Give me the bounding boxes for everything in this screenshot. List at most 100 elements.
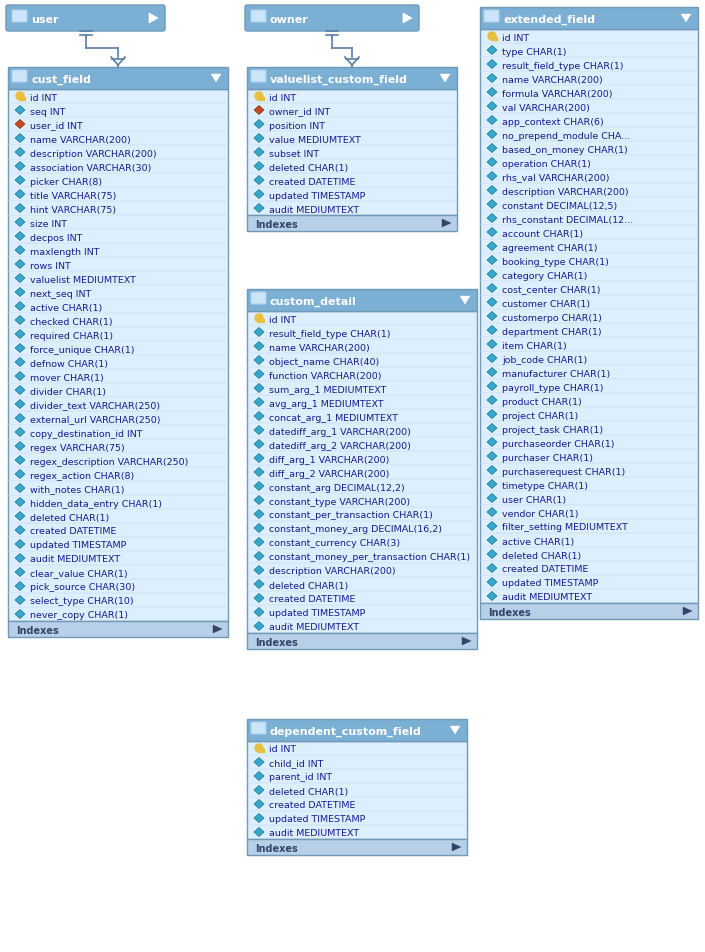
Text: parent_id INT: parent_id INT: [269, 773, 332, 782]
Text: dependent_custom_field: dependent_custom_field: [270, 726, 422, 736]
Bar: [247, 289, 477, 311]
Polygon shape: [15, 302, 25, 311]
Polygon shape: [452, 843, 461, 851]
Text: avg_arg_1 MEDIUMTEXT: avg_arg_1 MEDIUMTEXT: [269, 399, 384, 408]
Text: customer CHAR(1): customer CHAR(1): [502, 299, 590, 308]
Text: app_context CHAR(6): app_context CHAR(6): [502, 117, 603, 127]
Text: audit MEDIUMTEXT: audit MEDIUMTEXT: [269, 206, 359, 214]
Text: purchaserequest CHAR(1): purchaserequest CHAR(1): [502, 467, 625, 476]
Polygon shape: [487, 508, 497, 517]
Text: payroll_type CHAR(1): payroll_type CHAR(1): [502, 383, 603, 392]
Polygon shape: [487, 74, 497, 84]
Polygon shape: [487, 256, 497, 266]
Polygon shape: [254, 552, 264, 561]
Text: subset INT: subset INT: [269, 149, 319, 158]
Text: hint VARCHAR(75): hint VARCHAR(75): [30, 206, 116, 214]
Text: created DATETIME: created DATETIME: [30, 527, 116, 536]
Polygon shape: [487, 130, 497, 139]
Bar: [247, 311, 477, 633]
Polygon shape: [15, 414, 25, 423]
Polygon shape: [15, 372, 25, 381]
Text: hidden_data_entry CHAR(1): hidden_data_entry CHAR(1): [30, 499, 162, 508]
Polygon shape: [487, 89, 497, 97]
Bar: [258, 320, 264, 323]
Polygon shape: [15, 134, 25, 144]
Bar: [247, 839, 467, 855]
FancyBboxPatch shape: [251, 11, 266, 23]
FancyBboxPatch shape: [251, 723, 266, 734]
Polygon shape: [487, 285, 497, 293]
Polygon shape: [254, 496, 264, 505]
Polygon shape: [15, 260, 25, 269]
Text: deleted CHAR(1): deleted CHAR(1): [502, 551, 581, 560]
Polygon shape: [254, 342, 264, 351]
Text: owner: owner: [270, 15, 309, 25]
Text: id INT: id INT: [269, 315, 296, 325]
Polygon shape: [15, 163, 25, 171]
Polygon shape: [15, 582, 25, 591]
Circle shape: [16, 93, 24, 101]
Circle shape: [255, 93, 263, 101]
Polygon shape: [254, 538, 264, 547]
Text: child_id INT: child_id INT: [269, 759, 324, 767]
Text: cost_center CHAR(1): cost_center CHAR(1): [502, 286, 601, 294]
Polygon shape: [254, 328, 264, 337]
Text: seq INT: seq INT: [30, 108, 66, 116]
Text: active CHAR(1): active CHAR(1): [502, 537, 575, 545]
Polygon shape: [254, 565, 264, 575]
Polygon shape: [15, 120, 25, 129]
Text: account CHAR(1): account CHAR(1): [502, 229, 583, 238]
Polygon shape: [487, 480, 497, 489]
Text: Indexes: Indexes: [488, 607, 531, 617]
Polygon shape: [254, 163, 264, 171]
Circle shape: [255, 315, 263, 323]
Text: cust_field: cust_field: [31, 75, 91, 85]
Text: constant_type VARCHAR(200): constant_type VARCHAR(200): [269, 497, 410, 506]
Text: deleted CHAR(1): deleted CHAR(1): [269, 581, 348, 590]
Polygon shape: [254, 454, 264, 463]
Text: custom_detail: custom_detail: [270, 297, 357, 307]
Text: title VARCHAR(75): title VARCHAR(75): [30, 191, 116, 200]
Text: id INT: id INT: [269, 744, 296, 754]
Text: constant_money_per_transaction CHAR(1): constant_money_per_transaction CHAR(1): [269, 553, 470, 562]
Text: size INT: size INT: [30, 219, 67, 228]
Bar: [247, 633, 477, 649]
Text: rhs_constant DECIMAL(12...: rhs_constant DECIMAL(12...: [502, 215, 633, 225]
Text: select_type CHAR(10): select_type CHAR(10): [30, 597, 134, 605]
Polygon shape: [15, 610, 25, 619]
Polygon shape: [15, 554, 25, 563]
Polygon shape: [487, 172, 497, 181]
Text: user: user: [31, 15, 59, 25]
Text: name VARCHAR(200): name VARCHAR(200): [502, 75, 603, 85]
Text: result_field_type CHAR(1): result_field_type CHAR(1): [502, 62, 623, 70]
Polygon shape: [450, 726, 460, 734]
Circle shape: [488, 33, 496, 41]
Text: copy_destination_id INT: copy_destination_id INT: [30, 429, 142, 438]
Bar: [247, 68, 457, 89]
Text: rhs_val VARCHAR(200): rhs_val VARCHAR(200): [502, 173, 610, 183]
Polygon shape: [254, 107, 264, 115]
Text: updated TIMESTAMP: updated TIMESTAMP: [502, 579, 599, 588]
Text: required CHAR(1): required CHAR(1): [30, 331, 113, 340]
Polygon shape: [487, 382, 497, 391]
Polygon shape: [254, 482, 264, 491]
Bar: [247, 216, 457, 231]
Polygon shape: [487, 396, 497, 405]
Text: checked CHAR(1): checked CHAR(1): [30, 317, 113, 327]
Polygon shape: [487, 242, 497, 251]
Polygon shape: [254, 594, 264, 603]
Text: customerpo CHAR(1): customerpo CHAR(1): [502, 313, 602, 322]
Text: id INT: id INT: [502, 33, 529, 43]
FancyBboxPatch shape: [245, 6, 419, 32]
Polygon shape: [15, 218, 25, 228]
Bar: [247, 89, 457, 216]
Bar: [480, 8, 698, 30]
Text: id INT: id INT: [30, 93, 57, 103]
Polygon shape: [254, 134, 264, 144]
Polygon shape: [15, 442, 25, 451]
Text: constant_money_arg DECIMAL(16,2): constant_money_arg DECIMAL(16,2): [269, 525, 442, 534]
Text: description VARCHAR(200): description VARCHAR(200): [30, 149, 157, 158]
Polygon shape: [487, 47, 497, 55]
Text: job_code CHAR(1): job_code CHAR(1): [502, 355, 587, 364]
Polygon shape: [254, 814, 264, 823]
